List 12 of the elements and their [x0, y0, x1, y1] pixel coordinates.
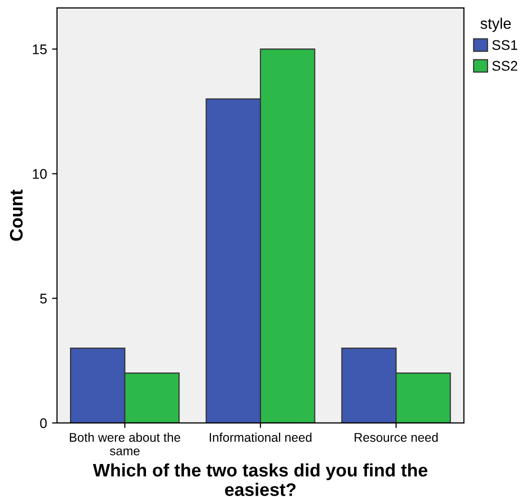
y-tick-label: 5 [40, 294, 47, 304]
y-tick-label: 10 [32, 169, 47, 179]
y-tick-label: 15 [32, 44, 47, 54]
legend-label: SS1 [492, 40, 518, 50]
x-tick-label: Informational need [210, 432, 312, 442]
y-axis-title: Count [10, 190, 23, 241]
legend-label: SS2 [492, 60, 518, 71]
x-tick-label: Both were about the same [70, 432, 180, 456]
x-axis-title: Which of the two tasks did you find the easiest? [92, 463, 428, 496]
legend-title: style [480, 18, 511, 32]
x-tick-label: Resource need [354, 432, 438, 442]
y-tick-label: 0 [40, 418, 47, 428]
